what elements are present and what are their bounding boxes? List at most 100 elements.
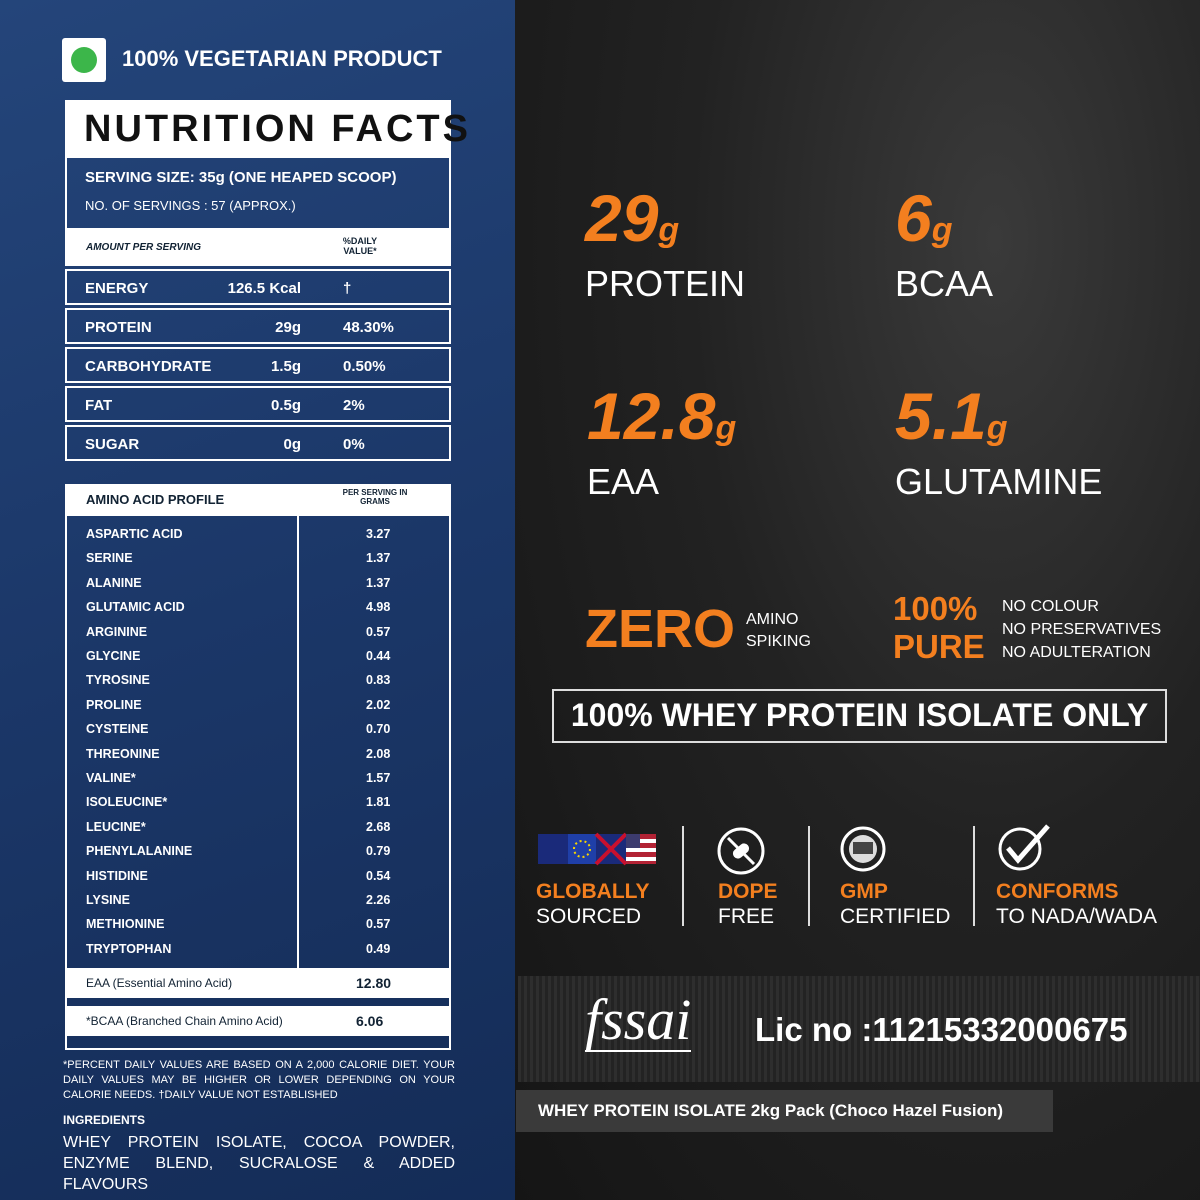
stat-label: BCAA (895, 263, 994, 304)
pure-small-line: NO COLOUR (1002, 598, 1099, 615)
nutrient-name: ENERGY (85, 280, 149, 297)
total-value: 12.80 (356, 975, 392, 991)
banner: 100% WHEY PROTEIN ISOLATE ONLY (570, 697, 1149, 733)
ingredients: WHEY PROTEIN ISOLATE, COCOA POWDER, ENZY… (63, 1134, 455, 1193)
amino-header: PER SERVING IN GRAMS (342, 488, 408, 506)
amino-value: 1.57 (366, 771, 391, 785)
fssai-logo: fssai (585, 987, 692, 1052)
nutrient-name: FAT (85, 397, 113, 414)
stat-number: 5.1 (895, 379, 987, 453)
pure-big-line: 100% (893, 590, 978, 627)
pure-big-line: PURE (893, 628, 985, 665)
stat-unit: g (986, 409, 1008, 447)
nutrition-row: FAT 0.5g 2% (65, 386, 451, 422)
servings: NO. OF SERVINGS : 57 (APPROX.) (85, 198, 296, 213)
nutrition-row: PROTEIN 29g 48.30% (65, 308, 451, 344)
nutrient-amount: 1.5g (270, 358, 301, 375)
amino-value: 3.27 (366, 527, 391, 541)
stat-value: 5.1g (895, 378, 1008, 454)
nutrition-header-bg (65, 228, 451, 266)
amino-name: LEUCINE* (86, 819, 146, 834)
amino-name: SERINE (86, 551, 133, 566)
left-panel (0, 0, 515, 1200)
amino-name: ISOLEUCINE* (86, 795, 168, 810)
gmp-icon (840, 826, 886, 872)
zero-big: ZERO (585, 599, 736, 659)
nutrient-name: SUGAR (85, 436, 140, 453)
separator (682, 826, 684, 926)
badge-subtitle: SOURCED (536, 905, 642, 928)
veg-label: 100% VEGETARIAN PRODUCT (122, 46, 442, 71)
nutrient-amount: 0.5g (270, 397, 301, 414)
serving-size: SERVING SIZE: 35g (ONE HEAPED SCOOP) (85, 169, 397, 186)
amino-name: GLUTAMIC ACID (86, 600, 185, 615)
nutrient-dv: 0.50% (343, 358, 386, 375)
amino-value: 2.68 (366, 819, 391, 834)
amino-value: 0.49 (366, 941, 391, 956)
amino-header: AMINO ACID PROFILE (86, 492, 225, 507)
stat-label: PROTEIN (585, 263, 746, 304)
amino-value: 0.83 (366, 673, 391, 688)
amino-value: 0.79 (366, 844, 391, 859)
amino-value: 0.44 (366, 649, 391, 663)
amino-divider (297, 516, 299, 968)
nutrition-header: AMOUNT PER SERVING (86, 242, 202, 253)
nutrition-row: CARBOHYDRATE 1.5g 0.50% (65, 347, 451, 383)
nutrient-dv: † (343, 280, 352, 297)
nutrient-dv: 2% (343, 397, 365, 414)
nutrient-amount: 0g (283, 436, 301, 453)
nutrient-name: PROTEIN (85, 319, 152, 336)
amino-name: METHIONINE (86, 917, 165, 932)
badge-subtitle: FREE (718, 905, 775, 928)
pure-small-line: NO PRESERVATIVES (1002, 621, 1162, 638)
stat-number: 12.8 (587, 379, 716, 453)
amino-value: 0.70 (366, 722, 391, 737)
license: Lic no :11215332000675 (755, 1011, 1128, 1048)
amino-value: 1.81 (366, 795, 391, 810)
nutrient-amount: 29g (275, 319, 301, 336)
banner-box (552, 689, 1167, 743)
check-icon (998, 824, 1050, 871)
stat-unit: g (715, 409, 737, 447)
nutrition-header: %DAILY VALUE* (342, 236, 378, 256)
pure-big: 100% PURE (893, 590, 985, 666)
amino-value: 2.08 (366, 746, 391, 761)
dope-icon (717, 827, 765, 875)
badge-title: GMP (840, 880, 888, 903)
stat-value: 12.8g (587, 378, 736, 454)
amino-value: 2.26 (366, 893, 391, 907)
nutrition-title-bg (67, 102, 449, 158)
separator (808, 826, 810, 926)
amino-name: THREONINE (86, 746, 160, 761)
amino-name: HISTIDINE (86, 868, 148, 883)
amino-value: 0.54 (366, 868, 391, 883)
nutrition-row: ENERGY 126.5 Kcal † (65, 269, 451, 305)
separator (973, 826, 975, 926)
amino-name: ASPARTIC ACID (86, 527, 183, 541)
badge-title: CONFORMS (996, 880, 1119, 903)
stat-unit: g (658, 211, 680, 249)
amino-name: LYSINE (86, 893, 131, 907)
nutrition-row: SUGAR 0g 0% (65, 425, 451, 461)
total-bg (67, 1006, 449, 1036)
total-value: 6.06 (356, 1013, 384, 1029)
amino-value: 0.57 (366, 917, 391, 932)
amino-name: GLYCINE (86, 649, 141, 663)
pure-small-line: NO ADULTERATION (1002, 644, 1151, 661)
veg-icon (62, 38, 106, 82)
nutrient-amount: 126.5 Kcal (227, 280, 301, 297)
stat-unit: g (931, 211, 953, 249)
flags-icon (538, 832, 656, 866)
nutrient-dv: 48.30% (343, 319, 394, 336)
badge-title: GLOBALLY (536, 880, 650, 903)
amino-value: 1.37 (366, 575, 391, 590)
stat-value: 6g (895, 180, 953, 256)
amino-name: ALANINE (86, 575, 142, 590)
amino-name: PROLINE (86, 697, 142, 712)
ingredients-title: INGREDIENTS (63, 1113, 146, 1127)
nutrient-name: CARBOHYDRATE (85, 358, 212, 375)
amino-name: VALINE* (86, 771, 136, 785)
stat-value: 29g (585, 180, 679, 256)
total-bg (67, 968, 449, 998)
